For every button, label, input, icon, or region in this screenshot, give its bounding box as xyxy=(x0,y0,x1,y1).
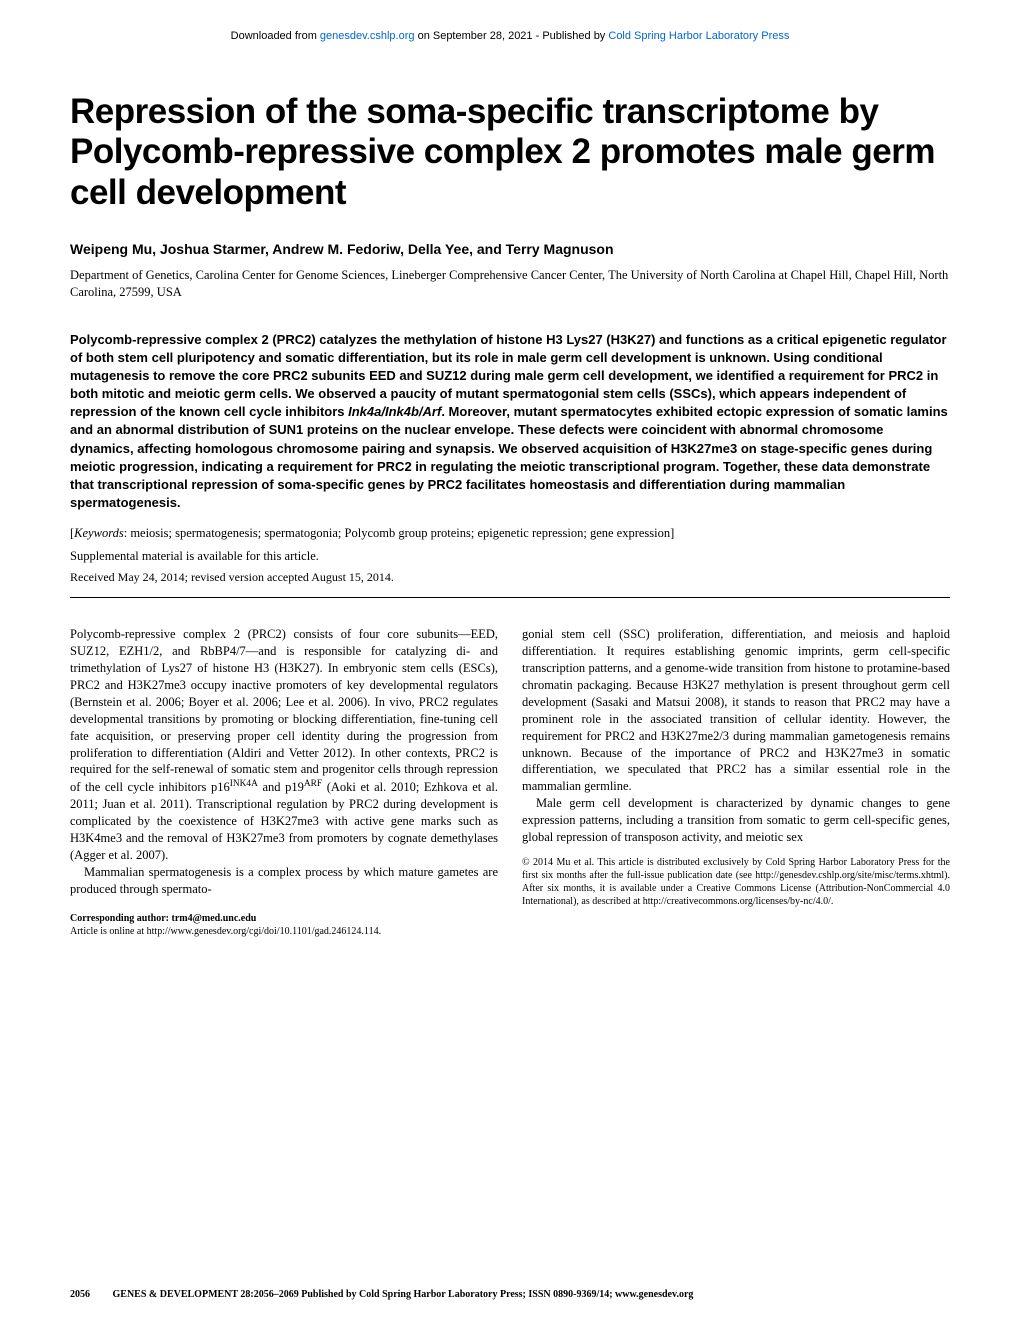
received-dates: Received May 24, 2014; revised version a… xyxy=(70,570,950,585)
copyright-block: © 2014 Mu et al. This article is distrib… xyxy=(522,856,950,908)
download-header: Downloaded from genesdev.cshlp.org on Se… xyxy=(70,30,950,42)
body-columns: Polycomb-repressive complex 2 (PRC2) con… xyxy=(70,626,950,937)
keywords-line: [Keywords: meiosis; spermatogenesis; spe… xyxy=(70,526,950,541)
corresponding-label: Corresponding author: trm4@med.unc.edu xyxy=(70,912,498,925)
abstract-gene: Ink4a/Ink4b/Arf xyxy=(348,404,441,419)
affiliation: Department of Genetics, Carolina Center … xyxy=(70,267,950,301)
authors-line: Weipeng Mu, Joshua Starmer, Andrew M. Fe… xyxy=(70,241,950,257)
download-prefix: Downloaded from xyxy=(231,30,320,42)
p1-sup1: INK4A xyxy=(230,779,258,789)
keywords-text: : meiosis; spermatogenesis; spermatogoni… xyxy=(124,526,675,540)
column-right: gonial stem cell (SSC) proliferation, di… xyxy=(522,626,950,937)
keywords-label: Keywords xyxy=(74,526,124,540)
download-link-2[interactable]: Cold Spring Harbor Laboratory Press xyxy=(608,30,789,42)
footer-citation: GENES & DEVELOPMENT 28:2056–2069 Publish… xyxy=(113,1289,694,1300)
p1-sup2: ARF xyxy=(304,779,322,789)
article-online: Article is online at http://www.genesdev… xyxy=(70,925,498,938)
body-p3: gonial stem cell (SSC) proliferation, di… xyxy=(522,626,950,795)
article-title: Repression of the soma-specific transcri… xyxy=(70,92,950,213)
body-p1: Polycomb-repressive complex 2 (PRC2) con… xyxy=(70,626,498,863)
page-number: 2056 xyxy=(70,1289,90,1300)
download-link-1[interactable]: genesdev.cshlp.org xyxy=(320,30,415,42)
body-p4: Male germ cell development is characteri… xyxy=(522,795,950,846)
page-footer: 2056 GENES & DEVELOPMENT 28:2056–2069 Pu… xyxy=(70,1289,950,1300)
abstract-post: . Moreover, mutant spermatocytes exhibit… xyxy=(70,404,948,510)
download-mid: on September 28, 2021 - Published by xyxy=(415,30,609,42)
column-left: Polycomb-repressive complex 2 (PRC2) con… xyxy=(70,626,498,937)
section-divider xyxy=(70,597,950,598)
supplemental-note: Supplemental material is available for t… xyxy=(70,549,950,564)
body-p2: Mammalian spermatogenesis is a complex p… xyxy=(70,864,498,898)
p1-a: Polycomb-repressive complex 2 (PRC2) con… xyxy=(70,627,498,794)
p1-b: and p19 xyxy=(258,780,304,794)
corresponding-block: Corresponding author: trm4@med.unc.edu A… xyxy=(70,912,498,938)
abstract: Polycomb-repressive complex 2 (PRC2) cat… xyxy=(70,331,950,513)
